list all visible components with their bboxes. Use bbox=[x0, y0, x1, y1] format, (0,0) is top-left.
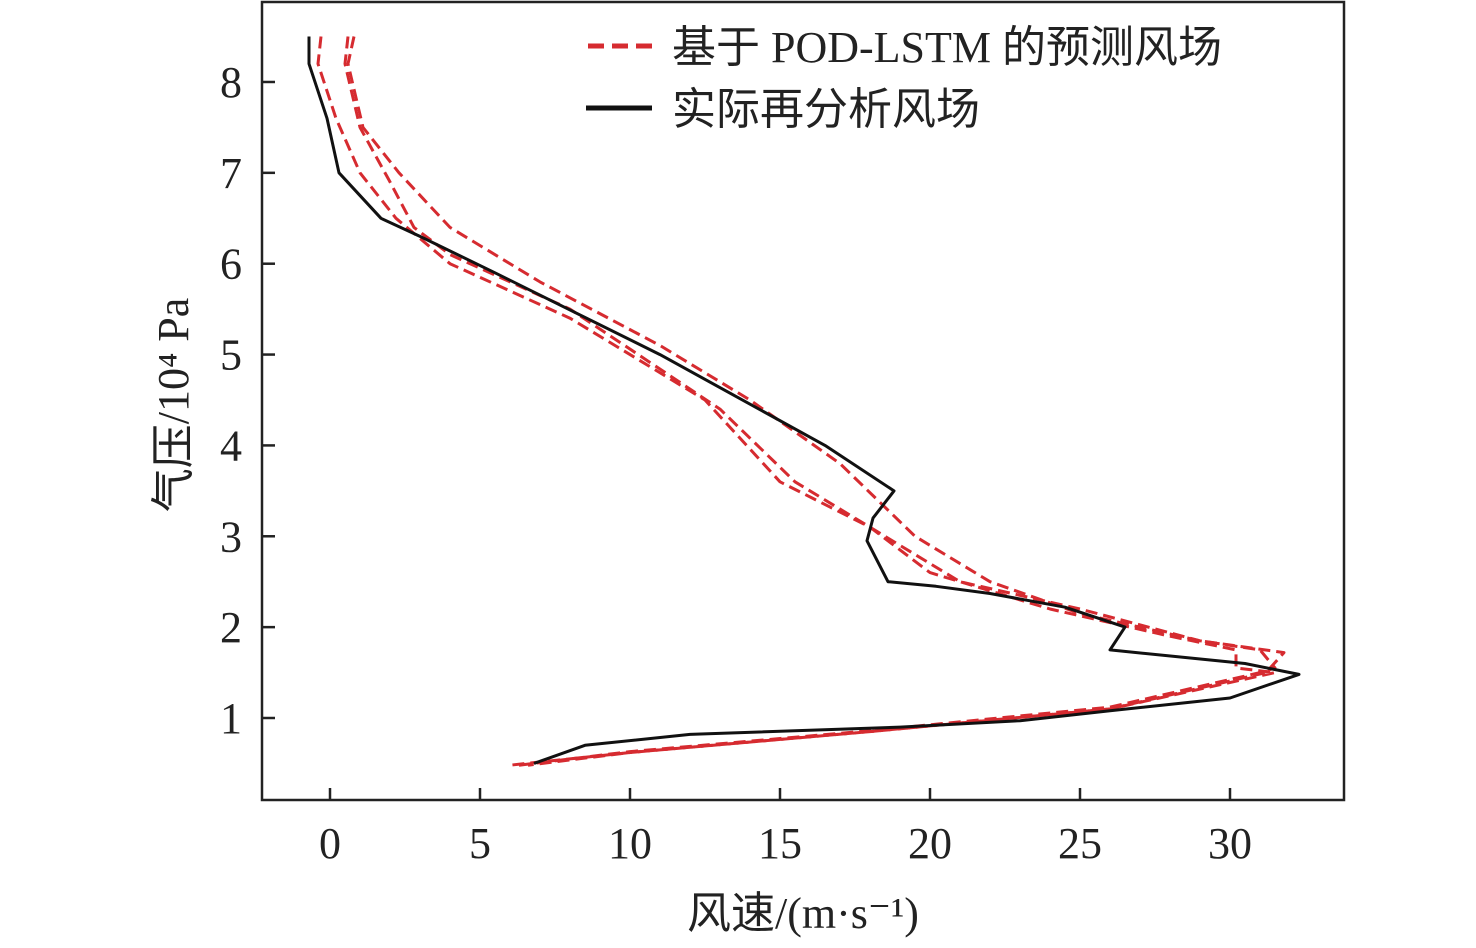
series-line-predicted-1 bbox=[343, 36, 1277, 767]
legend-label-actual: 实际再分析风场 bbox=[672, 85, 980, 134]
x-tick-label: 15 bbox=[758, 819, 802, 868]
x-tick-label: 10 bbox=[608, 819, 652, 868]
series-layer bbox=[307, 36, 1301, 767]
plot-frame bbox=[260, 0, 1346, 802]
legend-label-predicted: 基于 POD-LSTM 的预测风场 bbox=[672, 23, 1222, 72]
y-tick-label: 3 bbox=[220, 512, 242, 561]
legend: 基于 POD-LSTM 的预测风场 实际再分析风场 bbox=[586, 23, 1222, 134]
x-axis-label: 风速/(m·s⁻¹) bbox=[687, 889, 919, 938]
x-tick-label: 0 bbox=[319, 819, 341, 868]
y-tick-label: 4 bbox=[220, 421, 242, 470]
x-axis: 0 5 10 15 20 25 30 bbox=[319, 788, 1252, 868]
y-tick-label: 5 bbox=[220, 331, 242, 380]
y-tick-label: 6 bbox=[220, 240, 242, 289]
y-axis-label: 气压/10⁴ Pa bbox=[149, 298, 198, 513]
y-tick-label: 7 bbox=[220, 149, 242, 198]
y-tick-label: 2 bbox=[220, 603, 242, 652]
series-line-actual bbox=[307, 36, 1301, 765]
x-tick-label: 30 bbox=[1208, 819, 1252, 868]
series-line-predicted-2 bbox=[346, 36, 1286, 767]
y-tick-label: 8 bbox=[220, 58, 242, 107]
series-line-predicted-0 bbox=[316, 36, 1277, 767]
y-axis: 1 2 3 4 5 6 7 8 bbox=[220, 58, 275, 743]
x-tick-label: 25 bbox=[1058, 819, 1102, 868]
x-tick-label: 5 bbox=[469, 819, 491, 868]
x-tick-label: 20 bbox=[908, 819, 952, 868]
y-tick-label: 1 bbox=[220, 694, 242, 743]
